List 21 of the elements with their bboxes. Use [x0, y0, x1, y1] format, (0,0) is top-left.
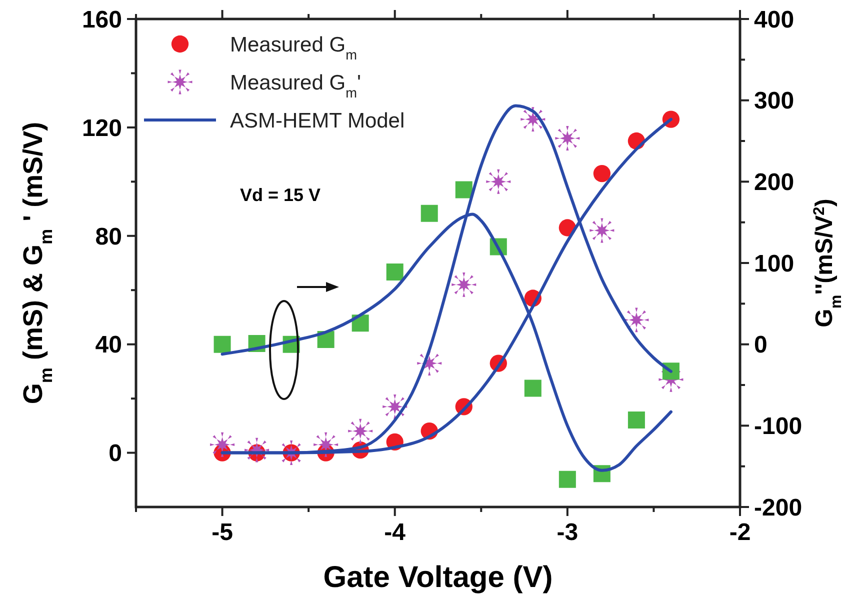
- annotation: Vd = 15 V: [240, 185, 321, 205]
- x-tick-label: -2: [729, 519, 751, 546]
- y2-tick-label: -200: [754, 494, 802, 522]
- legend-label: ASM-HEMT Model: [230, 109, 405, 132]
- y2-tick-label: 200: [754, 169, 794, 196]
- y-tick-label: 80: [95, 223, 122, 250]
- legend-label: Measured G$_{m}$: [230, 33, 357, 62]
- legend-label: Measured G$_{m}$': [230, 71, 361, 100]
- y-tick-label: 120: [82, 114, 122, 142]
- x-axis-title: Gate Voltage (V): [323, 561, 553, 594]
- x-tick-label: -4: [384, 519, 406, 546]
- y-tick-label: 40: [95, 332, 122, 359]
- y2-tick-label: 100: [754, 250, 794, 278]
- x-tick-label: -5: [212, 519, 233, 546]
- x-tick-label: -3: [556, 519, 578, 546]
- y-tick-label: 160: [82, 6, 122, 34]
- y2-tick-label: 300: [754, 88, 794, 115]
- y2-tick-label: -100: [754, 413, 802, 440]
- y2-tick-label: 400: [754, 6, 794, 34]
- y2-tick-label: 0: [754, 332, 768, 359]
- y-tick-label: 0: [108, 440, 122, 468]
